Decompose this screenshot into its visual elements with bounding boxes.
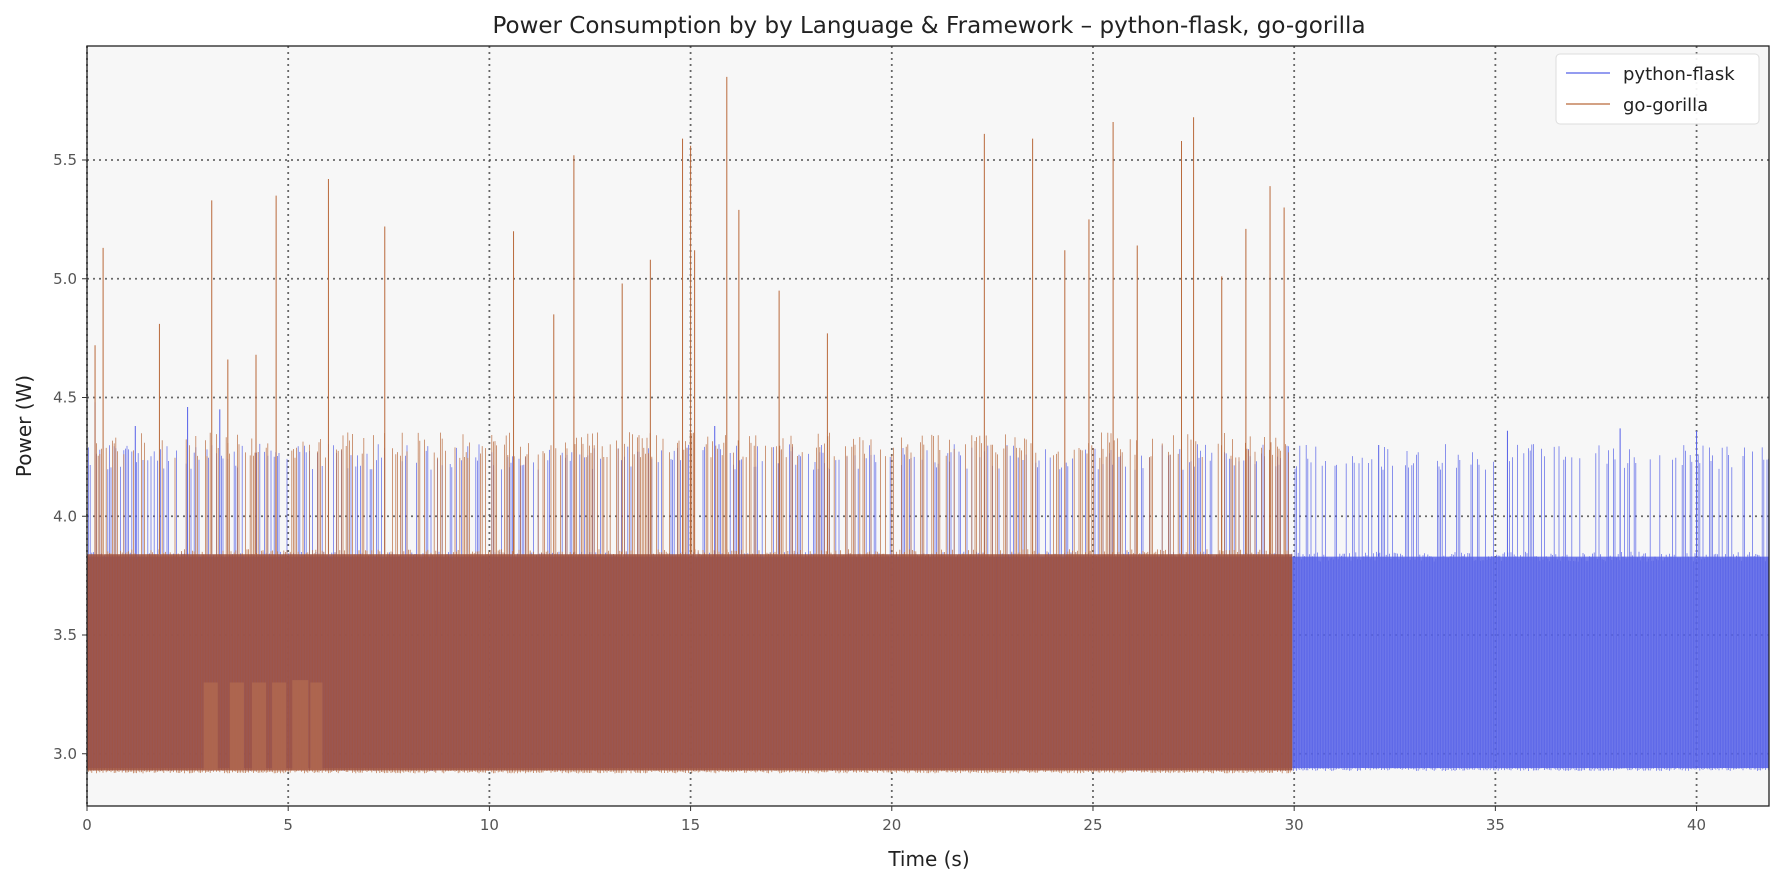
x-tick-label: 20 xyxy=(882,816,901,834)
plot-border xyxy=(86,45,1770,807)
x-tick-label: 25 xyxy=(1083,816,1102,834)
series-burst xyxy=(310,682,323,771)
y-tick-label: 5.0 xyxy=(53,270,77,288)
x-tick-label: 35 xyxy=(1486,816,1505,834)
series-layer xyxy=(86,76,1770,774)
series-burst xyxy=(292,680,309,771)
y-tick-label: 3.0 xyxy=(53,745,77,763)
legend: python-flask go-gorilla xyxy=(1555,53,1760,125)
x-tick-label: 5 xyxy=(283,816,293,834)
x-tick-label: 10 xyxy=(480,816,499,834)
chart-title: Power Consumption by by Language & Frame… xyxy=(492,13,1365,39)
y-tick-label: 3.5 xyxy=(53,626,77,644)
legend-box xyxy=(1555,53,1760,125)
x-axis-label: Time (s) xyxy=(887,847,969,871)
series-burst xyxy=(229,682,244,771)
series-burst xyxy=(272,682,287,771)
legend-label-python-flask: python-flask xyxy=(1623,64,1735,85)
x-tick-label: 40 xyxy=(1687,816,1706,834)
ticks-layer: 0 5 10 15 20 25 30 35 40 3.0 3.5 4.0 4.5 5.0 5.5 xyxy=(53,151,1706,834)
x-tick-label: 30 xyxy=(1285,816,1304,834)
x-tick-label: 0 xyxy=(82,816,92,834)
overlap-region xyxy=(87,554,1293,771)
y-tick-label: 5.5 xyxy=(53,151,77,169)
series-burst xyxy=(251,682,267,771)
y-tick-label: 4.0 xyxy=(53,507,77,525)
y-axis-label: Power (W) xyxy=(12,375,36,477)
legend-label-go-gorilla: go-gorilla xyxy=(1623,95,1708,116)
series-burst xyxy=(203,682,218,771)
series-go-gorilla xyxy=(86,76,1293,774)
x-tick-label: 15 xyxy=(681,816,700,834)
series-band xyxy=(87,554,1293,771)
y-tick-label: 4.5 xyxy=(53,389,77,407)
